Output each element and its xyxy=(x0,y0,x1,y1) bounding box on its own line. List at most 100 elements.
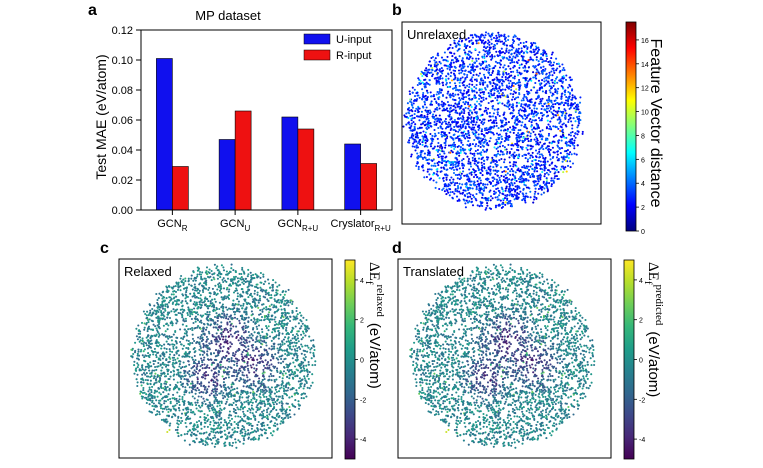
scatter-point xyxy=(185,346,188,350)
scatter-point xyxy=(475,59,478,63)
scatter-point xyxy=(551,51,554,54)
scatter-point xyxy=(543,172,547,176)
scatter-point xyxy=(136,362,139,365)
scatter-point xyxy=(277,361,280,364)
scatter-point xyxy=(186,312,189,315)
scatter-point xyxy=(514,56,517,59)
scatter-point xyxy=(449,135,452,138)
scatter-point xyxy=(196,424,199,427)
scatter-point xyxy=(477,166,480,170)
scatter-point xyxy=(437,156,440,159)
scatter-point xyxy=(465,57,469,60)
scatter-point xyxy=(510,154,513,157)
scatter-point xyxy=(507,190,510,193)
scatter-point xyxy=(565,150,568,153)
scatter-point xyxy=(242,412,245,416)
scatter-point xyxy=(422,139,425,143)
scatter-point xyxy=(451,137,454,140)
scatter-point xyxy=(496,170,499,174)
scatter-point xyxy=(559,135,562,138)
scatter-point xyxy=(457,40,461,43)
scatter-point xyxy=(505,47,508,50)
scatter-point xyxy=(546,76,549,79)
scatter-point xyxy=(434,132,437,135)
scatter-point xyxy=(486,183,489,186)
scatter-point xyxy=(562,75,565,78)
scatter-point xyxy=(218,307,221,311)
scatter-point xyxy=(248,334,251,337)
scatter-point xyxy=(537,48,541,51)
scatter-point xyxy=(483,121,486,124)
scatter-point xyxy=(515,154,518,157)
scatter-point xyxy=(511,178,514,181)
scatter-point xyxy=(487,119,490,122)
scatter-point xyxy=(156,306,159,309)
scatter-point xyxy=(178,398,181,401)
scatter-point xyxy=(478,94,481,97)
scatter-point xyxy=(299,319,302,322)
scatter-point xyxy=(502,73,505,76)
scatter-point xyxy=(536,139,539,142)
scatter-point xyxy=(535,58,538,61)
scatter-point xyxy=(469,163,472,166)
scatter-point xyxy=(506,137,510,140)
scatter-point xyxy=(415,144,418,147)
scatter-point xyxy=(471,126,474,129)
scatter-point xyxy=(474,123,477,126)
scatter-point xyxy=(467,129,470,133)
scatter-point xyxy=(566,154,569,157)
scatter-point xyxy=(287,304,290,307)
scatter-point xyxy=(487,92,490,95)
scatter-point xyxy=(504,76,507,79)
scatter-point xyxy=(503,140,506,143)
scatter-point xyxy=(296,337,300,340)
scatter-point xyxy=(193,339,196,343)
scatter-point xyxy=(471,66,474,69)
scatter-point xyxy=(506,128,509,131)
scatter-point xyxy=(190,308,194,311)
scatter-point xyxy=(511,193,514,196)
scatter-point xyxy=(256,287,259,290)
scatter-point xyxy=(567,96,570,99)
scatter-point xyxy=(199,335,202,338)
scatter-point xyxy=(298,377,301,380)
scatter-point xyxy=(548,127,551,130)
scatter-point xyxy=(423,103,427,106)
scatter-point xyxy=(495,50,498,53)
scatter-point xyxy=(577,118,580,121)
scatter-point xyxy=(545,82,548,85)
scatter-point xyxy=(162,324,165,327)
scatter-point xyxy=(222,305,225,309)
scatter-point xyxy=(452,171,456,175)
scatter-point xyxy=(167,361,170,364)
scatter-point xyxy=(421,97,424,101)
scatter-point xyxy=(435,168,438,171)
scatter-point xyxy=(496,73,499,76)
scatter-point xyxy=(470,121,473,124)
colorbar-tick-label: 4 xyxy=(641,181,645,188)
scatter-point xyxy=(210,342,213,345)
scatter-point xyxy=(505,152,508,155)
scatter-point xyxy=(288,345,291,348)
scatter-point xyxy=(515,116,518,119)
scatter-point xyxy=(463,65,466,68)
scatter-point xyxy=(518,114,521,117)
scatter-point xyxy=(539,134,542,137)
scatter-point xyxy=(518,88,521,91)
scatter-point xyxy=(158,391,161,394)
scatter-point xyxy=(552,61,556,64)
scatter-point xyxy=(154,360,157,363)
scatter-point xyxy=(496,61,499,64)
legend-label: U-input xyxy=(336,34,371,46)
scatter-point xyxy=(430,168,433,171)
scatter-point xyxy=(501,170,504,174)
scatter-point xyxy=(523,93,526,96)
scatter-point xyxy=(451,190,454,194)
scatter-point xyxy=(256,409,259,412)
scatter-point xyxy=(457,139,461,142)
scatter-point xyxy=(485,206,488,210)
scatter-point xyxy=(482,159,485,162)
scatter-point xyxy=(526,98,529,101)
scatter-point xyxy=(475,131,478,134)
scatter-point xyxy=(240,272,243,276)
